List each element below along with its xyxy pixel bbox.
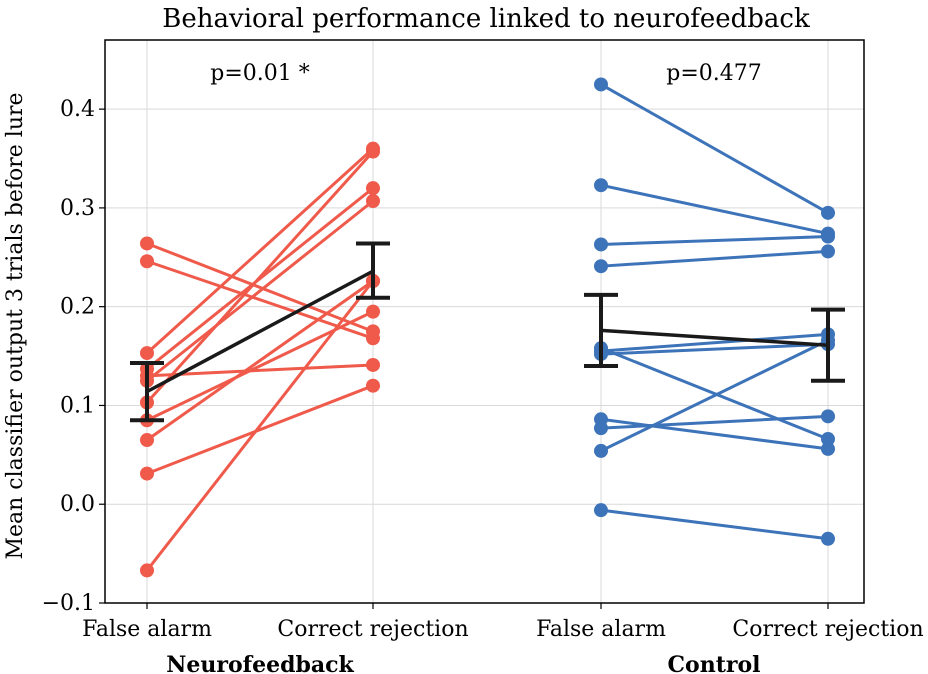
annotation-control: p=0.477 bbox=[666, 61, 762, 86]
subject-line-neurofeedback bbox=[145, 384, 375, 476]
data-point-neurofeedback bbox=[366, 331, 380, 346]
x-tick-label: Correct rejection bbox=[732, 617, 923, 642]
y-tick-label: 0.2 bbox=[60, 295, 95, 320]
subject-line-neurofeedback bbox=[145, 199, 375, 383]
x-tick-label: False alarm bbox=[82, 617, 212, 642]
chart-title: Behavioral performance linked to neurofe… bbox=[162, 4, 810, 34]
mean-line-control bbox=[600, 328, 829, 347]
subject-line-control bbox=[599, 342, 830, 356]
subject-line-control bbox=[599, 508, 830, 541]
data-point-control bbox=[821, 409, 835, 424]
data-point-control bbox=[594, 77, 608, 92]
data-point-neurofeedback bbox=[140, 563, 154, 578]
data-point-control bbox=[594, 178, 608, 193]
subject-line-control bbox=[599, 346, 830, 441]
subject-line-control bbox=[599, 249, 830, 268]
mean-layer bbox=[130, 241, 845, 423]
subject-line-control bbox=[599, 82, 830, 215]
annotation-neurofeedback: p=0.01 * bbox=[210, 61, 310, 86]
subject-line-control bbox=[599, 183, 830, 236]
y-tick-label: 0.1 bbox=[60, 393, 95, 418]
subject-line-control bbox=[599, 332, 830, 353]
subject-line-neurofeedback bbox=[145, 241, 375, 333]
data-point-neurofeedback bbox=[366, 144, 380, 159]
data-point-control bbox=[594, 421, 608, 436]
data-point-neurofeedback bbox=[140, 254, 154, 269]
x-tick-label: False alarm bbox=[536, 617, 666, 642]
subject-line-neurofeedback bbox=[145, 150, 375, 404]
data-point-neurofeedback bbox=[366, 193, 380, 208]
y-tick-label: 0.3 bbox=[60, 196, 95, 221]
y-tick-label: −0.1 bbox=[42, 591, 95, 616]
data-point-control bbox=[821, 441, 835, 456]
subject-line-control bbox=[599, 235, 830, 246]
data-point-control bbox=[594, 237, 608, 252]
data-point-control bbox=[594, 259, 608, 274]
data-point-control bbox=[821, 244, 835, 259]
data-point-neurofeedback bbox=[366, 181, 380, 196]
data-point-control bbox=[821, 205, 835, 220]
group-label-neurofeedback: Neurofeedback bbox=[166, 652, 354, 674]
y-axis-label: Mean classifier output 3 trials before l… bbox=[3, 92, 28, 559]
subject-line-neurofeedback bbox=[145, 279, 375, 572]
data-point-neurofeedback bbox=[140, 346, 154, 361]
subject-line-neurofeedback bbox=[145, 259, 375, 340]
subject-line-control bbox=[599, 414, 830, 430]
subject-line-neurofeedback bbox=[145, 279, 375, 442]
data-point-control bbox=[821, 531, 835, 546]
data-point-control bbox=[821, 432, 835, 447]
series-layer bbox=[140, 77, 835, 578]
data-point-control bbox=[594, 503, 608, 518]
data-point-control bbox=[594, 443, 608, 458]
axis-layer: −0.1 0.0 0.1 0.2 0.3 0.4 bbox=[42, 97, 829, 616]
subject-line-neurofeedback bbox=[145, 363, 375, 378]
group-label-control: Control bbox=[668, 652, 761, 674]
subject-line-neurofeedback bbox=[145, 147, 375, 355]
data-point-control bbox=[821, 229, 835, 244]
data-point-neurofeedback bbox=[366, 378, 380, 393]
data-point-neurofeedback bbox=[140, 236, 154, 251]
mean-line-neurofeedback bbox=[146, 269, 374, 394]
y-tick-label: 0.4 bbox=[60, 97, 95, 122]
subject-line-control bbox=[599, 417, 830, 451]
data-point-neurofeedback bbox=[140, 466, 154, 481]
subject-line-control bbox=[599, 338, 830, 453]
y-tick-label: 0.0 bbox=[60, 492, 95, 517]
data-point-neurofeedback bbox=[366, 357, 380, 372]
data-point-neurofeedback bbox=[140, 433, 154, 448]
x-tick-label: Correct rejection bbox=[277, 617, 468, 642]
data-point-neurofeedback bbox=[366, 304, 380, 319]
plot-frame bbox=[104, 39, 865, 604]
